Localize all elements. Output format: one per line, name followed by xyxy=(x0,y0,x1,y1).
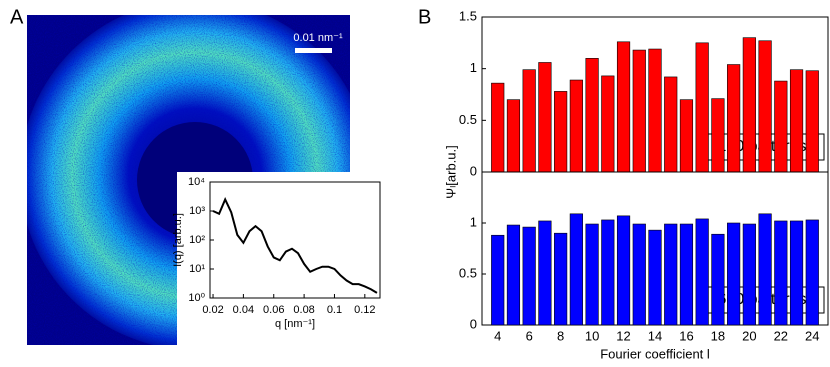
y-tick-label: 0 xyxy=(470,316,477,331)
bar xyxy=(569,79,583,173)
y-tick-label: 10³ xyxy=(189,205,205,217)
bar xyxy=(711,98,725,173)
bar xyxy=(569,213,583,326)
y-tick-label: 0 xyxy=(470,163,477,178)
y-tick-label: 10⁰ xyxy=(188,292,205,304)
bar xyxy=(506,99,521,173)
x-tick-label: 4 xyxy=(494,328,501,343)
y-tick-label: 0.5 xyxy=(459,265,477,280)
bar xyxy=(601,219,615,326)
y-tick-label: 0.5 xyxy=(459,112,477,127)
bar xyxy=(506,224,521,326)
x-tick-label: 0.1 xyxy=(327,304,342,316)
y-axis-label: Ψₗ[arb.u.] xyxy=(443,145,458,199)
bar xyxy=(758,213,772,326)
bar xyxy=(695,42,709,173)
bar xyxy=(742,37,756,173)
y-axis-label: I(q) [arb.u.] xyxy=(172,213,184,267)
x-tick-label: 0.08 xyxy=(293,304,314,316)
bar xyxy=(538,62,552,173)
bar xyxy=(491,82,505,173)
bar xyxy=(616,215,631,326)
bar xyxy=(632,49,646,173)
bar xyxy=(664,76,678,173)
x-tick-label: 18 xyxy=(711,328,725,343)
bar xyxy=(742,223,756,326)
bar xyxy=(789,220,804,326)
x-tick-label: 0.02 xyxy=(202,304,223,316)
bar xyxy=(789,69,804,173)
bar xyxy=(632,223,646,326)
x-tick-label: 12 xyxy=(616,328,630,343)
bar xyxy=(695,218,709,326)
y-tick-label: 10⁴ xyxy=(188,176,205,188)
x-tick-label: 16 xyxy=(679,328,693,343)
bar xyxy=(491,234,505,326)
x-tick-label: 20 xyxy=(742,328,756,343)
bar xyxy=(758,40,772,173)
bar xyxy=(648,48,662,173)
bar xyxy=(711,233,725,326)
x-axis-label: Fourier coefficient l xyxy=(600,346,710,361)
bar xyxy=(727,222,741,326)
bar xyxy=(727,64,741,173)
bar xyxy=(522,226,536,326)
y-tick-label: 1 xyxy=(470,60,477,75)
bar xyxy=(616,41,631,173)
bar xyxy=(538,220,552,326)
panel-label: B xyxy=(418,6,431,28)
bar xyxy=(585,58,599,173)
bar xyxy=(679,223,694,326)
y-tick-label: 1.5 xyxy=(459,8,477,23)
bar xyxy=(522,69,536,173)
bar xyxy=(774,80,788,173)
bar xyxy=(554,91,568,173)
bar xyxy=(648,229,662,326)
y-tick-label: 1 xyxy=(470,214,477,229)
y-tick-label: 10¹ xyxy=(189,263,205,275)
x-tick-label: 8 xyxy=(557,328,564,343)
bar xyxy=(601,75,615,173)
x-tick-label: 0.06 xyxy=(263,304,284,316)
x-tick-label: 22 xyxy=(774,328,788,343)
bar xyxy=(805,219,819,326)
bar xyxy=(664,223,678,326)
y-tick-label: 10² xyxy=(189,234,205,246)
x-tick-label: 0.12 xyxy=(354,304,375,316)
scale-bar-label: 0.01 nm⁻¹ xyxy=(293,32,343,44)
x-axis-label: q [nm⁻¹] xyxy=(275,318,315,330)
panel-label: A xyxy=(10,6,24,28)
x-tick-label: 24 xyxy=(805,328,819,343)
intensity-curve xyxy=(212,197,378,294)
x-tick-label: 0.04 xyxy=(233,304,254,316)
bar xyxy=(774,220,788,326)
bar xyxy=(554,232,568,326)
bar xyxy=(805,70,819,173)
x-tick-label: 14 xyxy=(648,328,662,343)
x-tick-label: 6 xyxy=(526,328,533,343)
x-tick-label: 10 xyxy=(585,328,599,343)
bar xyxy=(679,99,694,173)
scale-bar xyxy=(295,48,332,53)
bar xyxy=(585,223,599,326)
